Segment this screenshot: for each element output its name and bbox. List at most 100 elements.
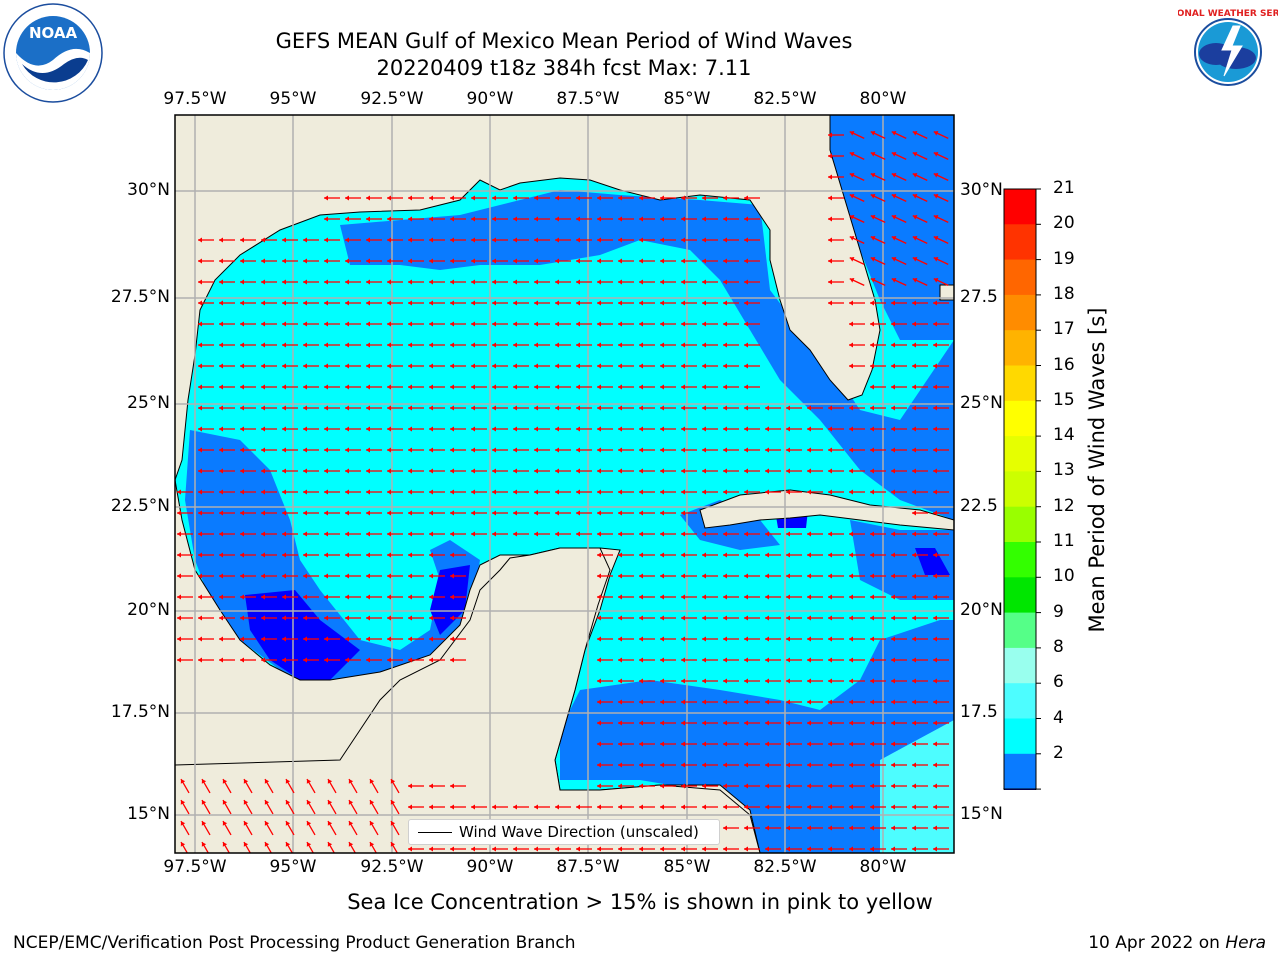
wave-direction-arrowhead	[471, 363, 475, 369]
wave-direction-arrowhead	[723, 216, 727, 222]
wave-direction-arrowhead	[849, 278, 855, 283]
wave-direction-arrowhead	[240, 321, 244, 327]
wave-direction-arrowhead	[366, 510, 370, 516]
wave-direction-arrowhead	[765, 552, 769, 558]
wave-direction-arrowhead	[849, 699, 853, 705]
wave-direction-arrowhead	[450, 216, 454, 222]
wave-direction-arrowhead	[198, 657, 202, 663]
wave-direction-arrowhead	[807, 783, 811, 789]
lon-label-bottom: 90°W	[466, 857, 514, 877]
lat-label-right: 17.5	[960, 702, 998, 722]
wave-direction-arrowhead	[303, 300, 307, 306]
wave-direction-arrowhead	[786, 720, 790, 726]
wave-direction-arrowhead	[222, 779, 228, 784]
wave-direction-arrowhead	[555, 489, 559, 495]
lat-label-right: 15°N	[960, 804, 1003, 824]
wave-direction-arrowhead	[618, 363, 622, 369]
colorbar-tick-label: 16	[1053, 354, 1075, 375]
wave-direction-arrowhead	[744, 720, 748, 726]
wave-direction-arrowhead	[282, 615, 286, 621]
wave-direction-arrowhead	[765, 468, 769, 474]
wave-direction-arrowhead	[324, 573, 328, 579]
wave-direction-arrowhead	[870, 152, 876, 157]
wave-direction-arrowhead	[324, 216, 328, 222]
wave-direction-arrowhead	[681, 195, 685, 201]
wave-direction-arrowhead	[870, 741, 874, 747]
wave-direction-arrowhead	[345, 384, 349, 390]
wave-direction-arrowhead	[618, 531, 622, 537]
wave-direction-arrowhead	[240, 531, 244, 537]
wave-direction-arrowhead	[744, 195, 748, 201]
wave-direction-arrowhead	[324, 321, 328, 327]
wave-direction-arrowhead	[597, 678, 601, 684]
wave-direction-arrowhead	[744, 657, 748, 663]
lat-label-right: 27.5	[960, 287, 998, 307]
land-mass	[175, 547, 761, 853]
wave-direction-arrowhead	[660, 405, 664, 411]
wave-direction-arrowhead	[261, 279, 265, 285]
wave-direction-arrowhead	[597, 636, 601, 642]
colorbar-tick-label: 18	[1053, 283, 1075, 304]
wave-direction-arrowhead	[324, 552, 328, 558]
wave-direction-arrowhead	[891, 804, 895, 810]
lon-label-top: 95°W	[269, 89, 317, 109]
wave-direction-arrowhead	[348, 779, 354, 784]
wave-direction-arrowhead	[618, 657, 622, 663]
wave-direction-arrowhead	[702, 636, 706, 642]
wave-direction-arrowhead	[534, 468, 538, 474]
wave-direction-arrowhead	[912, 257, 918, 262]
wave-direction-arrowhead	[219, 468, 223, 474]
wave-direction-arrowhead	[450, 510, 454, 516]
wave-direction-arrowhead	[264, 800, 270, 805]
wave-direction-arrowhead	[870, 678, 874, 684]
wave-direction-arrowhead	[849, 405, 853, 411]
wave-direction-arrowhead	[429, 636, 433, 642]
wave-direction-arrowhead	[555, 468, 559, 474]
wave-direction-arrowhead	[870, 384, 874, 390]
wave-direction-arrowhead	[345, 363, 349, 369]
wave-direction-arrowhead	[408, 258, 412, 264]
wave-direction-arrowhead	[912, 468, 916, 474]
wave-direction-arrowhead	[681, 741, 685, 747]
wave-direction-arrowhead	[744, 237, 748, 243]
wave-direction-arrowhead	[576, 510, 580, 516]
wave-direction-arrowhead	[933, 468, 937, 474]
wave-direction-arrowhead	[408, 426, 412, 432]
wave-direction-arrowhead	[450, 237, 454, 243]
wave-direction-arrowhead	[198, 384, 202, 390]
wave-direction-arrowhead	[345, 216, 349, 222]
wave-direction-arrowhead	[786, 552, 790, 558]
wave-direction-arrowhead	[807, 825, 811, 831]
wave-direction-arrowhead	[660, 489, 664, 495]
wave-direction-arrowhead	[219, 510, 223, 516]
wave-direction-arrowhead	[492, 195, 496, 201]
wave-direction-arrowhead	[282, 489, 286, 495]
wave-direction-arrowhead	[870, 468, 874, 474]
wave-direction-arrowhead	[933, 804, 937, 810]
wave-direction-arrowhead	[429, 615, 433, 621]
wave-direction-arrowhead	[345, 552, 349, 558]
wave-direction-arrowhead	[849, 426, 853, 432]
wave-direction-arrowhead	[219, 237, 223, 243]
wave-direction-arrowhead	[912, 552, 916, 558]
wave-direction-arrowhead	[933, 699, 937, 705]
wave-direction-arrowhead	[345, 342, 349, 348]
wave-direction-arrowhead	[387, 258, 391, 264]
wave-direction-arrowhead	[723, 405, 727, 411]
wave-direction-arrowhead	[639, 300, 643, 306]
wave-direction-arrowhead	[324, 510, 328, 516]
wave-direction-arrowhead	[912, 489, 916, 495]
wave-direction-arrowhead	[681, 426, 685, 432]
wave-direction-arrowhead	[786, 657, 790, 663]
wave-direction-arrowhead	[450, 426, 454, 432]
wave-direction-arrowhead	[681, 342, 685, 348]
wave-direction-arrowhead	[807, 846, 811, 852]
wave-direction-arrowhead	[744, 384, 748, 390]
wave-direction-arrowhead	[891, 384, 895, 390]
wave-direction-arrowhead	[327, 842, 333, 847]
wave-direction-arrowhead	[387, 405, 391, 411]
wave-direction-arrowhead	[345, 489, 349, 495]
wave-direction-arrowhead	[555, 321, 559, 327]
wave-direction-arrowhead	[366, 300, 370, 306]
wave-direction-arrowhead	[240, 489, 244, 495]
